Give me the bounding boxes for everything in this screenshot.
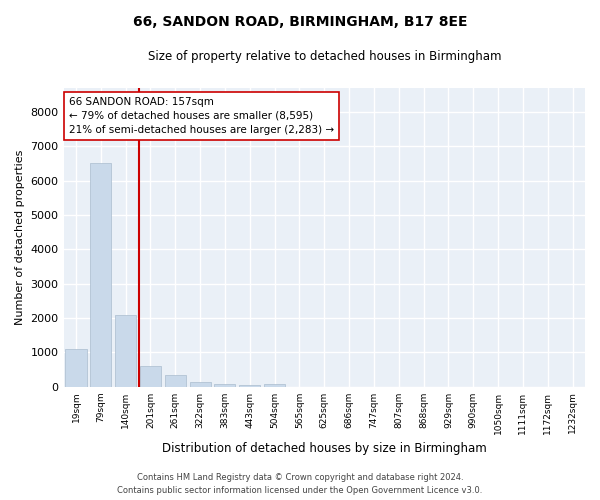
Bar <box>264 384 285 386</box>
Y-axis label: Number of detached properties: Number of detached properties <box>15 150 25 325</box>
Bar <box>90 164 112 386</box>
Text: 66, SANDON ROAD, BIRMINGHAM, B17 8EE: 66, SANDON ROAD, BIRMINGHAM, B17 8EE <box>133 15 467 29</box>
Bar <box>115 314 136 386</box>
Bar <box>214 384 235 386</box>
Bar <box>140 366 161 386</box>
Bar <box>65 349 86 387</box>
Bar <box>190 382 211 386</box>
Bar <box>165 374 186 386</box>
Text: 66 SANDON ROAD: 157sqm
← 79% of detached houses are smaller (8,595)
21% of semi-: 66 SANDON ROAD: 157sqm ← 79% of detached… <box>69 96 334 134</box>
Bar <box>239 384 260 386</box>
Text: Contains HM Land Registry data © Crown copyright and database right 2024.
Contai: Contains HM Land Registry data © Crown c… <box>118 473 482 495</box>
X-axis label: Distribution of detached houses by size in Birmingham: Distribution of detached houses by size … <box>162 442 487 455</box>
Title: Size of property relative to detached houses in Birmingham: Size of property relative to detached ho… <box>148 50 501 63</box>
